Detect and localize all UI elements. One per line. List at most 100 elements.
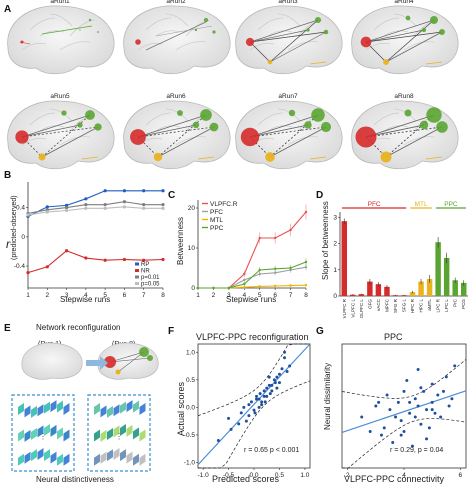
x-tick-label: 1.0: [300, 472, 309, 479]
category-label: PrC: [453, 298, 458, 307]
data-point: [243, 286, 246, 289]
data-point: [304, 266, 308, 269]
brain-aRun5: aRun5: [7, 93, 115, 170]
bar: [461, 282, 467, 296]
distinctiveness-ribbon: [63, 453, 70, 466]
distinctiveness-ribbon: [120, 449, 126, 462]
data-point: [161, 206, 165, 210]
data-point: [161, 257, 165, 262]
small-brain: [21, 342, 83, 380]
brain-aRun2: aRun2: [123, 0, 231, 75]
brain-sulcus: [257, 112, 284, 126]
series-line-3: [198, 261, 307, 289]
legend-label: PPC: [210, 225, 224, 232]
node-ppc: [192, 121, 200, 129]
distinctiveness-ribbon: [94, 403, 100, 415]
scatter-point: [255, 397, 259, 401]
scatter-point: [247, 414, 251, 418]
category-label: vACC: [376, 298, 381, 311]
scatter-point: [257, 405, 261, 409]
g-xlabel: VLPFC-PPC connectivity: [344, 474, 445, 484]
distinctiveness-ribbon: [31, 449, 37, 462]
edge: [137, 124, 197, 138]
data-point: [84, 206, 88, 210]
brain-sulcus: [267, 125, 293, 132]
data-point: [161, 203, 165, 207]
confidence-band: [198, 380, 311, 469]
data-point: [103, 258, 107, 262]
scatter-point: [430, 408, 434, 412]
node-ppc: [323, 29, 329, 35]
legend-swatch: [135, 282, 139, 285]
data-point: [273, 267, 277, 270]
scatter-point: [277, 372, 281, 376]
brain-sulcus: [277, 13, 301, 27]
scatter-point: [288, 364, 292, 368]
data-point: [273, 236, 277, 240]
data-point: [122, 205, 127, 209]
edge: [269, 19, 319, 63]
node-pfc: [240, 127, 260, 147]
data-point: [103, 203, 107, 207]
node-ppc: [139, 347, 149, 357]
panel-letter-a: A: [4, 4, 11, 15]
f-ylabel: Actual scores: [176, 381, 186, 436]
distinctiveness-ribbon: [139, 429, 146, 442]
arrow-icon: [86, 356, 108, 370]
scatter-point: [402, 430, 406, 434]
panel-d-chart: Slope of betweenness 3 2 1 0 VLPFC R VLPFC L D…: [321, 201, 468, 318]
scatter-point: [285, 370, 289, 374]
legend-label: PFC: [210, 209, 223, 216]
distinctiveness-ribbon: [31, 405, 37, 418]
network-nodes: [240, 108, 332, 162]
distinctiveness-ribbon: [37, 404, 44, 417]
brain-sulcus: [165, 13, 189, 27]
panel-letter-b: B: [4, 170, 11, 181]
scatter-point: [444, 375, 448, 379]
scatter-point: [433, 411, 437, 415]
brain-sulcus: [257, 17, 284, 31]
edge: [21, 126, 99, 138]
b-ylabel-sub: (predicted-observed): [11, 195, 18, 260]
node-ppc: [306, 28, 310, 32]
node-mtl: [267, 59, 273, 65]
x-tick-label: 2: [346, 472, 350, 479]
distinctiveness-ribbon: [126, 400, 133, 413]
brain-sulcus: [39, 30, 65, 37]
node-ppc: [97, 31, 99, 33]
data-point: [243, 282, 246, 286]
distinctiveness-ribbon: [139, 403, 146, 416]
run-label: aRun6: [166, 93, 186, 100]
confidence-band: [341, 359, 467, 399]
e-title: Network reconfiguration: [36, 323, 120, 332]
data-point: [258, 236, 261, 240]
scatter-point: [441, 389, 445, 393]
distinctiveness-ribbon: [24, 451, 31, 464]
distinctiveness-ribbon: [120, 401, 126, 414]
g-title: PPC: [384, 332, 403, 342]
data-point: [289, 284, 292, 287]
scatter-point: [252, 408, 256, 412]
edge: [41, 126, 99, 158]
category-label: HPC L: [419, 299, 424, 313]
group-label: MTL: [415, 201, 428, 208]
brain-sulcus: [59, 136, 91, 146]
c-xlabel: Stepwise runs: [226, 295, 276, 304]
brain-outline: [235, 5, 343, 75]
scatter-point: [260, 400, 264, 404]
distinctiveness-ribbon: [24, 405, 31, 418]
data-point: [243, 278, 246, 282]
edge: [157, 114, 207, 158]
run-label: aRun2: [166, 0, 186, 5]
data-point: [289, 228, 292, 232]
x-tick-label: 3: [65, 292, 69, 299]
run-label: aRun4: [394, 0, 414, 5]
brain-sulcus: [69, 19, 95, 37]
scatter-point: [249, 400, 253, 404]
scatter-point: [253, 411, 257, 415]
run-label: aRun5: [50, 93, 70, 100]
y-tick-label: 0.4: [16, 205, 25, 212]
distinctiveness-ribbon: [133, 427, 139, 440]
